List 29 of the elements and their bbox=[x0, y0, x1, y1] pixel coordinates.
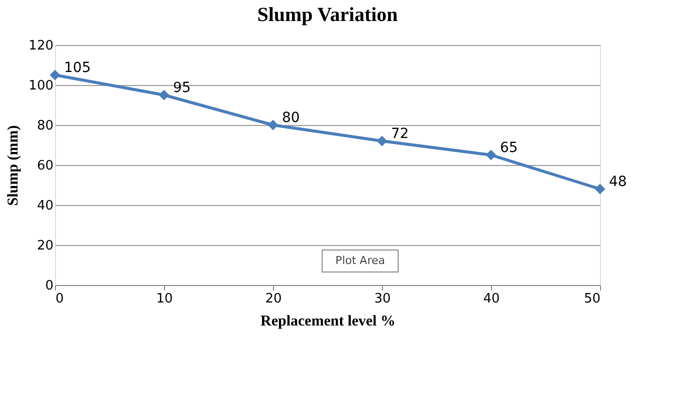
x-tick-label: 10 bbox=[156, 292, 173, 306]
annotation: Plot Area bbox=[335, 254, 385, 267]
point bbox=[486, 150, 496, 160]
data-label: 48 bbox=[609, 174, 627, 190]
data-label: 105 bbox=[64, 60, 91, 76]
y-tick-label: 120 bbox=[28, 38, 54, 54]
chart-title: Slump Variation bbox=[257, 4, 398, 26]
data-label: 80 bbox=[282, 110, 300, 126]
x-tick-label: 40 bbox=[483, 292, 500, 306]
x-tick-label: 30 bbox=[374, 292, 391, 306]
x-axis-title: Replacement level % bbox=[260, 314, 396, 330]
data-label: 72 bbox=[391, 126, 409, 142]
data-label: 95 bbox=[173, 80, 191, 96]
point bbox=[376, 136, 388, 146]
y-tick-label: 100 bbox=[28, 78, 54, 94]
x-tick-label: 50 bbox=[584, 292, 600, 306]
y-tick-label: 60 bbox=[36, 158, 54, 174]
data-label: 65 bbox=[500, 140, 518, 156]
x-tick-label: 0 bbox=[56, 292, 64, 306]
x-tick-label: 20 bbox=[265, 292, 282, 306]
point bbox=[268, 120, 278, 130]
y-axis-title: Slump (mm) bbox=[6, 125, 22, 206]
point bbox=[594, 184, 606, 194]
point bbox=[158, 90, 170, 100]
y-tick-label: 0 bbox=[45, 278, 54, 294]
y-tick-label: 40 bbox=[36, 198, 54, 214]
y-tick-label: 80 bbox=[36, 118, 54, 134]
point bbox=[50, 70, 60, 80]
y-tick-label: 20 bbox=[36, 238, 54, 254]
